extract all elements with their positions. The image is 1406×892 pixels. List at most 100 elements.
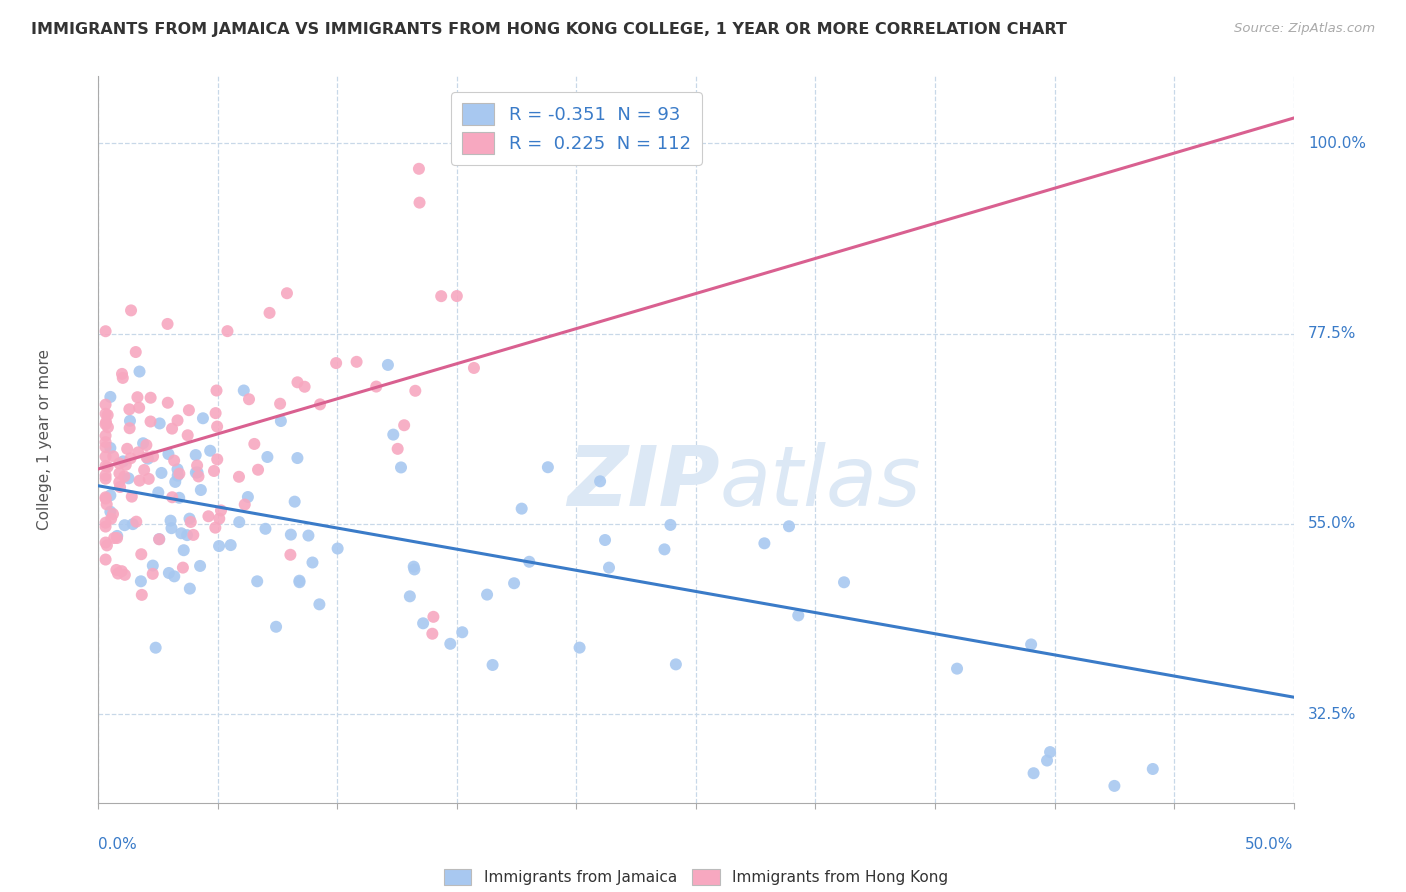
Point — [408, 195, 430, 210]
Point — [128, 401, 150, 415]
Point — [108, 456, 131, 470]
Point — [217, 324, 239, 338]
Point — [408, 161, 430, 176]
Point — [179, 582, 201, 596]
Point — [208, 511, 231, 525]
Point — [188, 558, 211, 573]
Point — [98, 390, 122, 404]
Point — [184, 448, 207, 462]
Point — [111, 564, 134, 578]
Point — [366, 379, 388, 393]
Point — [120, 303, 142, 318]
Point — [108, 467, 131, 481]
Point — [382, 427, 405, 442]
Point — [832, 575, 855, 590]
Point — [186, 458, 208, 473]
Point — [325, 356, 347, 370]
Point — [142, 558, 165, 573]
Point — [127, 390, 149, 404]
Point — [97, 408, 120, 422]
Point — [276, 286, 298, 301]
Point — [598, 560, 620, 574]
Point — [246, 574, 269, 589]
Point — [172, 560, 194, 574]
Point — [198, 443, 221, 458]
Point — [205, 384, 228, 398]
Point — [96, 497, 118, 511]
Point — [165, 475, 187, 489]
Point — [264, 620, 287, 634]
Point — [1036, 754, 1059, 768]
Point — [94, 472, 117, 486]
Point — [103, 531, 125, 545]
Point — [412, 616, 434, 631]
Point — [120, 451, 142, 466]
Point — [288, 575, 311, 590]
Point — [589, 475, 612, 489]
Point — [176, 428, 198, 442]
Point — [238, 392, 260, 407]
Point — [108, 475, 131, 490]
Point — [94, 415, 117, 429]
Point — [94, 490, 117, 504]
Point — [309, 397, 332, 411]
Point — [191, 411, 214, 425]
Point — [135, 450, 157, 465]
Point — [142, 566, 165, 581]
Point — [1104, 779, 1126, 793]
Point — [204, 406, 226, 420]
Point — [139, 391, 162, 405]
Point — [439, 637, 461, 651]
Point — [284, 494, 307, 508]
Point — [377, 358, 399, 372]
Point — [177, 403, 200, 417]
Point — [148, 532, 170, 546]
Point — [118, 421, 141, 435]
Point — [94, 435, 117, 450]
Point — [94, 450, 117, 464]
Point — [136, 451, 159, 466]
Point — [94, 440, 117, 454]
Point — [148, 485, 170, 500]
Point — [1019, 637, 1042, 651]
Point — [503, 576, 526, 591]
Point — [94, 516, 117, 530]
Point — [111, 367, 134, 381]
Point — [167, 491, 190, 505]
Point — [129, 574, 152, 589]
Point — [568, 640, 591, 655]
Point — [115, 442, 138, 456]
Point — [163, 569, 186, 583]
Text: 100.0%: 100.0% — [1308, 136, 1365, 151]
Point — [288, 574, 311, 588]
Point — [754, 536, 776, 550]
Point — [96, 538, 118, 552]
Point — [181, 528, 204, 542]
Point — [111, 371, 134, 385]
Point — [157, 447, 180, 461]
Text: 32.5%: 32.5% — [1308, 706, 1357, 722]
Point — [114, 518, 136, 533]
Point — [207, 452, 229, 467]
Point — [326, 541, 349, 556]
Point — [186, 466, 208, 480]
Point — [654, 542, 676, 557]
Point — [97, 420, 120, 434]
Point — [112, 454, 135, 468]
Point — [463, 361, 485, 376]
Point — [204, 521, 226, 535]
Point — [256, 450, 278, 464]
Point — [659, 517, 682, 532]
Point — [142, 450, 165, 464]
Point — [205, 419, 228, 434]
Point — [105, 563, 128, 577]
Point — [139, 415, 162, 429]
Point — [446, 289, 468, 303]
Point — [160, 521, 183, 535]
Point — [404, 562, 426, 576]
Point — [94, 491, 117, 506]
Point — [398, 590, 420, 604]
Point — [392, 418, 415, 433]
Point — [160, 490, 183, 504]
Text: atlas: atlas — [720, 442, 921, 524]
